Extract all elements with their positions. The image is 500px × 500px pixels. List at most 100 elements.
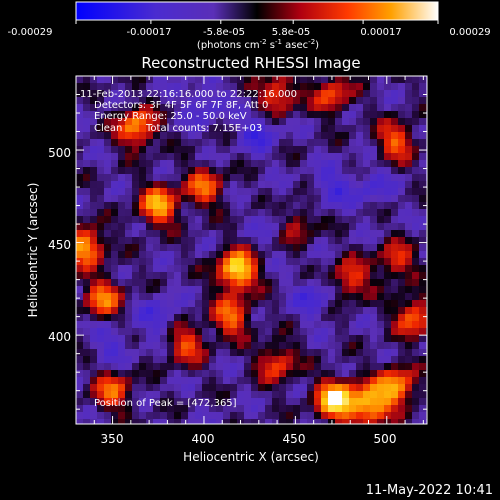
heatmap-cell	[111, 370, 119, 378]
heatmap-cell	[314, 356, 322, 364]
heatmap-cell	[370, 139, 378, 147]
heatmap-cell	[356, 272, 364, 280]
heatmap-cell	[258, 223, 266, 231]
heatmap-cell	[391, 237, 399, 245]
heatmap-cell	[125, 104, 133, 112]
heatmap-cell	[90, 139, 98, 147]
heatmap-cell	[111, 244, 119, 252]
heatmap-cell	[174, 188, 182, 196]
heatmap-cell	[139, 216, 147, 224]
heatmap-cell	[188, 188, 196, 196]
heatmap-cell	[104, 174, 112, 182]
energy-range-annotation: Energy Range: 25.0 - 50.0 keV	[94, 111, 247, 122]
heatmap-cell	[153, 258, 161, 266]
heatmap-cell	[265, 132, 273, 140]
heatmap-cell	[384, 76, 392, 84]
heatmap-cell	[118, 244, 126, 252]
heatmap-cell	[293, 300, 301, 308]
heatmap-cell	[342, 104, 350, 112]
heatmap-cell	[384, 230, 392, 238]
heatmap-cell	[83, 314, 91, 322]
heatmap-cell	[419, 265, 427, 273]
heatmap-cell	[244, 251, 252, 259]
heatmap-cell	[125, 293, 133, 301]
algorithm-annotation: Clean	[94, 123, 122, 134]
heatmap-cell	[363, 391, 371, 399]
heatmap-cell	[251, 153, 259, 161]
heatmap-cell	[195, 118, 203, 126]
heatmap-cell	[363, 251, 371, 259]
heatmap-cell	[384, 146, 392, 154]
heatmap-cell	[223, 412, 231, 420]
heatmap-cell	[412, 405, 420, 413]
heatmap-cell	[398, 307, 406, 315]
heatmap-cell	[104, 216, 112, 224]
heatmap-cell	[307, 314, 315, 322]
heatmap-cell	[328, 363, 336, 371]
heatmap-cell	[328, 293, 336, 301]
heatmap-cell	[181, 202, 189, 210]
heatmap-cell	[342, 384, 350, 392]
heatmap-cell	[405, 118, 413, 126]
heatmap-cell	[412, 363, 420, 371]
heatmap-cell	[167, 76, 175, 84]
heatmap-cell	[237, 195, 245, 203]
heatmap-cell	[153, 83, 161, 91]
heatmap-cell	[391, 104, 399, 112]
heatmap-cell	[356, 391, 364, 399]
heatmap-cell	[300, 307, 308, 315]
heatmap-cell	[398, 160, 406, 168]
heatmap-cell	[314, 251, 322, 259]
heatmap-cell	[363, 419, 371, 424]
heatmap-cell	[314, 307, 322, 315]
heatmap-cell	[139, 363, 147, 371]
heatmap-cell	[258, 279, 266, 287]
heatmap-cell	[328, 370, 336, 378]
heatmap-cell	[419, 153, 427, 161]
heatmap-cell	[118, 391, 126, 399]
heatmap-cell	[265, 181, 273, 189]
heatmap-cell	[146, 223, 154, 231]
heatmap-cell	[258, 132, 266, 140]
heatmap-cell	[111, 132, 119, 140]
heatmap-cell	[405, 349, 413, 357]
heatmap-cell	[230, 209, 238, 217]
heatmap-cell	[356, 363, 364, 371]
heatmap-cell	[230, 202, 238, 210]
heatmap-cell	[132, 272, 140, 280]
heatmap-cell	[377, 97, 385, 105]
heatmap-cell	[307, 342, 315, 350]
heatmap-cell	[188, 132, 196, 140]
heatmap-cell	[279, 76, 287, 84]
heatmap-cell	[405, 174, 413, 182]
heatmap-cell	[286, 97, 294, 105]
heatmap-cell	[160, 160, 168, 168]
heatmap-cell	[132, 90, 140, 98]
heatmap-cell	[272, 230, 280, 238]
heatmap-cell	[118, 202, 126, 210]
heatmap-cell	[223, 342, 231, 350]
heatmap-cell	[90, 125, 98, 133]
heatmap-cell	[391, 223, 399, 231]
heatmap-cell	[307, 223, 315, 231]
heatmap-cell	[398, 118, 406, 126]
heatmap-cell	[104, 251, 112, 259]
heatmap-cell	[132, 370, 140, 378]
heatmap-cell	[195, 265, 203, 273]
heatmap-cell	[188, 167, 196, 175]
heatmap-cell	[202, 216, 210, 224]
heatmap-cell	[307, 412, 315, 420]
heatmap-cell	[223, 293, 231, 301]
heatmap-cell	[90, 146, 98, 154]
heatmap-cell	[293, 223, 301, 231]
heatmap-cell	[293, 272, 301, 280]
heatmap-cell	[265, 195, 273, 203]
heatmap-cell	[132, 293, 140, 301]
heatmap-cell	[279, 391, 287, 399]
heatmap-cell	[125, 118, 133, 126]
heatmap-cell	[139, 384, 147, 392]
heatmap-cell	[76, 237, 84, 245]
heatmap-cell	[384, 356, 392, 364]
heatmap-cell	[153, 398, 161, 406]
heatmap-cell	[153, 363, 161, 371]
